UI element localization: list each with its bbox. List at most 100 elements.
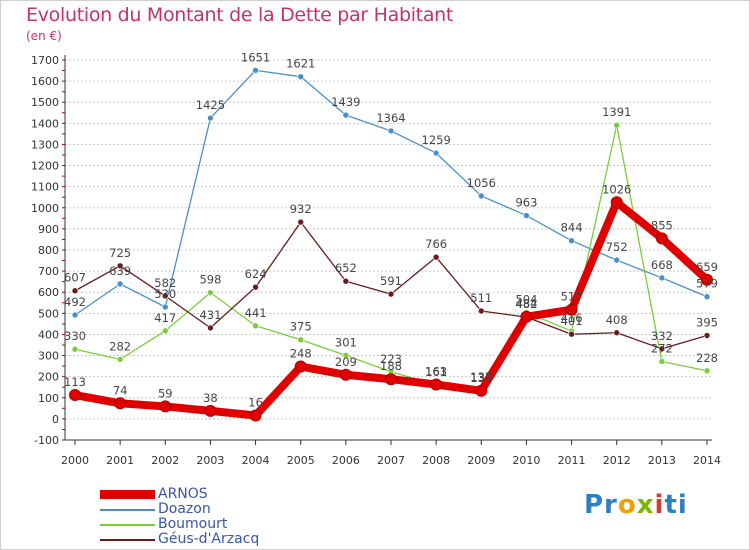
data-point-arnos: [475, 384, 488, 397]
data-point-arnos: [430, 378, 443, 391]
data-label-arnos: 133: [470, 371, 492, 385]
data-point-boumourt: [71, 345, 79, 353]
data-label-g-us-d-arzacq: 395: [696, 316, 718, 330]
chart-title: Evolution du Montant de la Dette par Hab…: [26, 4, 454, 26]
data-label-boumourt: 223: [380, 352, 402, 366]
data-label-arnos: 113: [64, 375, 86, 389]
data-point-doazon: [161, 303, 169, 311]
data-point-doazon: [477, 192, 485, 200]
x-tick-label: 2002: [151, 454, 179, 467]
data-point-boumourt: [613, 121, 621, 129]
y-tick-label: 1300: [31, 138, 59, 151]
data-point-g-us-d-arzacq: [71, 287, 79, 295]
data-point-boumourt: [658, 358, 666, 365]
data-label-arnos: 59: [158, 386, 173, 400]
data-label-doazon: 963: [515, 196, 537, 210]
data-point-doazon: [342, 111, 350, 119]
data-point-g-us-d-arzacq: [613, 329, 621, 337]
chart-unit-label: (en €): [26, 29, 62, 43]
data-label-arnos: 163: [425, 364, 447, 378]
data-label-boumourt: 272: [651, 341, 673, 355]
legend-label-doazon: Doazon: [158, 501, 211, 517]
data-point-doazon: [252, 67, 259, 74]
data-point-g-us-d-arzacq: [342, 277, 350, 285]
data-label-doazon: 844: [561, 221, 583, 235]
data-label-boumourt: 137: [470, 370, 492, 384]
y-tick-label: 1500: [31, 96, 59, 109]
data-label-boumourt: 375: [290, 320, 312, 334]
data-point-arnos: [204, 404, 217, 417]
data-point-doazon: [207, 114, 214, 122]
data-point-boumourt: [297, 336, 305, 344]
data-label-arnos: 188: [380, 359, 402, 373]
data-label-doazon: 1259: [422, 133, 451, 147]
data-label-boumourt: 330: [64, 329, 86, 343]
data-label-boumourt: 441: [245, 306, 267, 320]
data-point-arnos: [701, 273, 713, 286]
data-point-arnos: [114, 397, 127, 410]
legend: ARNOS Doazon Boumourt Géus-d'Arzacq: [100, 487, 259, 547]
data-point-doazon: [613, 256, 621, 264]
data-point-boumourt: [161, 327, 169, 335]
data-point-g-us-d-arzacq: [568, 330, 575, 338]
data-label-doazon: 1439: [331, 95, 360, 109]
y-tick-label: 900: [38, 223, 59, 236]
legend-swatch-boumourt: [100, 523, 155, 526]
data-label-arnos: 38: [203, 391, 218, 405]
x-tick-label: 2001: [106, 454, 134, 467]
data-label-boumourt: 301: [335, 335, 357, 349]
data-point-doazon: [297, 73, 305, 80]
x-tick-label: 2005: [287, 454, 315, 467]
legend-swatch-geus: [100, 538, 155, 541]
data-label-boumourt: 161: [425, 365, 447, 379]
data-point-doazon: [703, 293, 711, 300]
data-point-arnos: [610, 196, 623, 209]
legend-item-geus: Géus-d'Arzacq: [100, 532, 259, 547]
data-label-g-us-d-arzacq: 932: [290, 202, 312, 216]
legend-item-doazon: Doazon: [100, 502, 259, 517]
data-label-boumourt: 598: [199, 273, 221, 287]
data-point-g-us-d-arzacq: [387, 290, 395, 298]
data-point-doazon: [387, 127, 395, 135]
data-label-boumourt: 416: [561, 311, 583, 325]
y-tick-label: 100: [38, 392, 59, 405]
data-label-arnos: 248: [290, 347, 312, 361]
x-tick-label: 2004: [242, 454, 270, 467]
data-label-arnos: 855: [651, 218, 673, 232]
series-lines: [69, 67, 713, 422]
legend-label-arnos: ARNOS: [158, 486, 208, 502]
data-label-arnos: 16: [248, 396, 263, 410]
data-point-g-us-d-arzacq: [161, 292, 169, 300]
x-tick-label: 2012: [603, 454, 631, 467]
data-label-g-us-d-arzacq: 725: [109, 246, 131, 260]
data-label-arnos: 209: [335, 355, 357, 369]
data-label-doazon: 1056: [467, 176, 496, 190]
data-point-boumourt: [342, 352, 350, 359]
data-label-g-us-d-arzacq: 401: [561, 314, 583, 328]
data-label-doazon: 1651: [241, 50, 270, 64]
data-label-doazon: 1425: [196, 98, 225, 112]
data-point-arnos: [385, 373, 397, 386]
data-label-g-us-d-arzacq: 408: [606, 313, 628, 327]
data-label-doazon: 530: [154, 287, 176, 301]
data-point-doazon: [568, 237, 575, 245]
x-tick-label: 2003: [196, 454, 224, 467]
x-tick-label: 2008: [422, 454, 450, 467]
data-label-boumourt: 504: [515, 292, 537, 306]
data-point-arnos: [249, 409, 262, 422]
x-tick-label: 2010: [512, 454, 540, 467]
data-point-doazon: [523, 212, 530, 219]
data-labels: 492 639 530 1425 1651 1621 1439 1364 1259 1056 963…: [64, 50, 718, 409]
data-label-boumourt: 228: [696, 351, 718, 365]
axes: -100 0 100 200 300 400 500 600 700 800 900 1000 1100…: [31, 54, 721, 467]
y-tick-label: 1700: [31, 54, 59, 67]
legend-item-arnos: ARNOS: [100, 487, 259, 502]
data-point-g-us-d-arzacq: [658, 345, 666, 353]
data-point-arnos: [339, 368, 352, 381]
legend-label-boumourt: Boumourt: [158, 516, 228, 532]
x-tick-label: 2007: [377, 454, 405, 467]
data-label-g-us-d-arzacq: 607: [64, 271, 86, 285]
data-point-arnos: [159, 400, 172, 413]
data-label-g-us-d-arzacq: 652: [335, 261, 357, 275]
